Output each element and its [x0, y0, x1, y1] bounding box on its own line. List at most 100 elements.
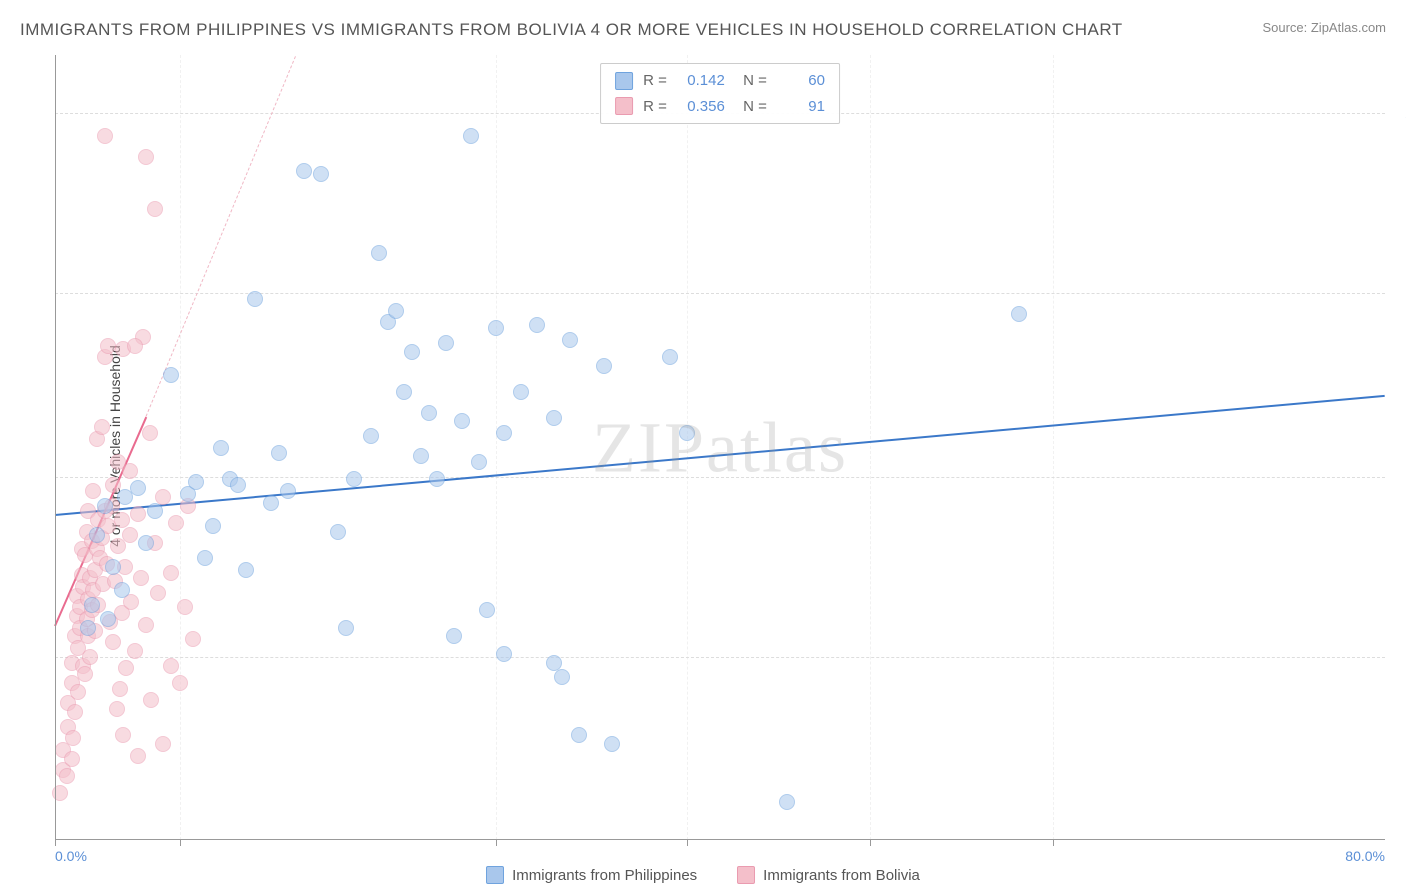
legend-n-value-bolivia: 91 — [777, 94, 825, 120]
swatch-bolivia — [615, 97, 633, 115]
data-point — [571, 727, 587, 743]
data-point — [105, 559, 121, 575]
y-tick-label: 12.5% — [1390, 469, 1406, 485]
data-point — [330, 524, 346, 540]
chart-title: IMMIGRANTS FROM PHILIPPINES VS IMMIGRANT… — [20, 20, 1123, 40]
data-point — [779, 794, 795, 810]
data-point — [263, 495, 279, 511]
data-point — [546, 410, 562, 426]
data-point — [413, 448, 429, 464]
gridline-vertical — [870, 55, 871, 840]
y-tick-label: 6.3% — [1390, 649, 1406, 665]
data-point — [163, 367, 179, 383]
y-axis-line — [55, 55, 56, 840]
trend-line — [146, 55, 297, 416]
data-point — [109, 701, 125, 717]
gridline-vertical — [687, 55, 688, 840]
data-point — [197, 550, 213, 566]
data-point — [150, 585, 166, 601]
data-point — [127, 643, 143, 659]
y-tick-label: 18.8% — [1390, 285, 1406, 301]
data-point — [404, 344, 420, 360]
data-point — [396, 384, 412, 400]
data-point — [64, 751, 80, 767]
data-point — [1011, 306, 1027, 322]
data-point — [488, 320, 504, 336]
legend-n-label: N = — [735, 68, 767, 94]
data-point — [142, 425, 158, 441]
gridline-horizontal — [55, 477, 1385, 478]
x-tick-label: 0.0% — [55, 848, 87, 864]
data-point — [100, 338, 116, 354]
data-point — [604, 736, 620, 752]
data-point — [363, 428, 379, 444]
legend-r-label: R = — [643, 68, 667, 94]
data-point — [562, 332, 578, 348]
data-point — [70, 684, 86, 700]
data-point — [84, 597, 100, 613]
data-point — [114, 582, 130, 598]
data-point — [130, 506, 146, 522]
data-point — [89, 527, 105, 543]
legend-r-label: R = — [643, 94, 667, 120]
data-point — [313, 166, 329, 182]
data-point — [421, 405, 437, 421]
data-point — [546, 655, 562, 671]
data-point — [471, 454, 487, 470]
trend-line — [55, 395, 1385, 516]
y-tick-label: 25.0% — [1390, 105, 1406, 121]
data-point — [662, 349, 678, 365]
data-point — [130, 748, 146, 764]
legend-row-bolivia: R = 0.356 N = 91 — [615, 94, 825, 120]
data-point — [438, 335, 454, 351]
x-tick-mark — [870, 840, 871, 846]
data-point — [147, 503, 163, 519]
data-point — [114, 512, 130, 528]
data-point — [94, 419, 110, 435]
series-legend: Immigrants from Philippines Immigrants f… — [0, 866, 1406, 884]
data-point — [371, 245, 387, 261]
data-point — [133, 570, 149, 586]
data-point — [122, 463, 138, 479]
data-point — [271, 445, 287, 461]
data-point — [138, 535, 154, 551]
data-point — [163, 658, 179, 674]
data-point — [338, 620, 354, 636]
data-point — [513, 384, 529, 400]
data-point — [80, 620, 96, 636]
x-tick-label: 80.0% — [1345, 848, 1385, 864]
data-point — [496, 425, 512, 441]
legend-row-philippines: R = 0.142 N = 60 — [615, 68, 825, 94]
data-point — [172, 675, 188, 691]
data-point — [213, 440, 229, 456]
data-point — [97, 498, 113, 514]
data-point — [205, 518, 221, 534]
x-axis-line — [55, 839, 1385, 840]
data-point — [238, 562, 254, 578]
data-point — [122, 527, 138, 543]
data-point — [529, 317, 545, 333]
data-point — [155, 736, 171, 752]
data-point — [463, 128, 479, 144]
legend-r-value-bolivia: 0.356 — [677, 94, 725, 120]
data-point — [346, 471, 362, 487]
data-point — [59, 768, 75, 784]
x-tick-mark — [687, 840, 688, 846]
data-point — [230, 477, 246, 493]
data-point — [496, 646, 512, 662]
data-point — [429, 471, 445, 487]
data-point — [596, 358, 612, 374]
data-point — [77, 666, 93, 682]
data-point — [388, 303, 404, 319]
correlation-legend: R = 0.142 N = 60 R = 0.356 N = 91 — [600, 63, 840, 124]
swatch-philippines — [615, 72, 633, 90]
data-point — [147, 201, 163, 217]
data-point — [115, 727, 131, 743]
data-point — [100, 611, 116, 627]
data-point — [97, 128, 113, 144]
data-point — [118, 660, 134, 676]
gridline-vertical — [180, 55, 181, 840]
swatch-philippines-icon — [486, 866, 504, 884]
data-point — [479, 602, 495, 618]
data-point — [155, 489, 171, 505]
